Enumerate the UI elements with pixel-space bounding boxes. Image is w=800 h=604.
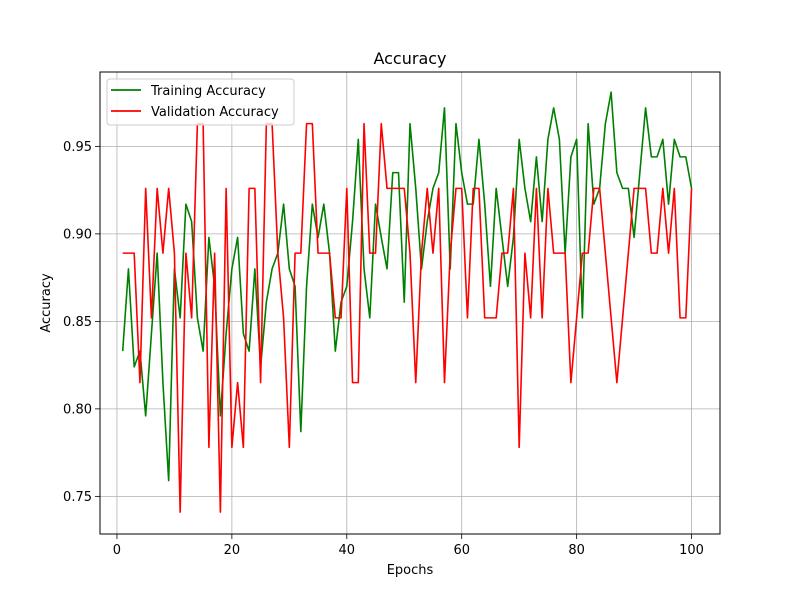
y-tick-label: 0.90 [63,227,92,242]
x-tick-label: 100 [679,543,704,558]
x-axis-label: Epochs [387,563,434,578]
plot-frame [99,71,721,535]
y-tick-label: 0.85 [63,315,92,330]
x-tick-label: 80 [568,543,585,558]
legend-label-training: Training Accuracy [150,84,266,99]
y-tick-label: 0.95 [63,140,92,155]
x-tick-label: 60 [453,543,470,558]
y-tick-label: 0.75 [63,490,92,505]
axis-ticks: 0 20 40 60 80 100 0.75 0.80 0.85 0.90 0.95 [63,140,704,558]
x-tick-label: 20 [224,543,241,558]
series-line-validation [122,122,693,513]
y-axis-label: Accuracy [39,273,54,333]
legend-label-validation: Validation Accuracy [151,105,279,120]
chart-title: Accuracy [373,49,446,68]
legend-box [106,78,295,126]
x-tick-label: 0 [113,543,121,558]
legend: Training Accuracy Validation Accuracy [106,78,295,126]
y-tick-label: 0.80 [63,402,92,417]
x-tick-label: 40 [339,543,356,558]
series-lines [121,91,693,513]
